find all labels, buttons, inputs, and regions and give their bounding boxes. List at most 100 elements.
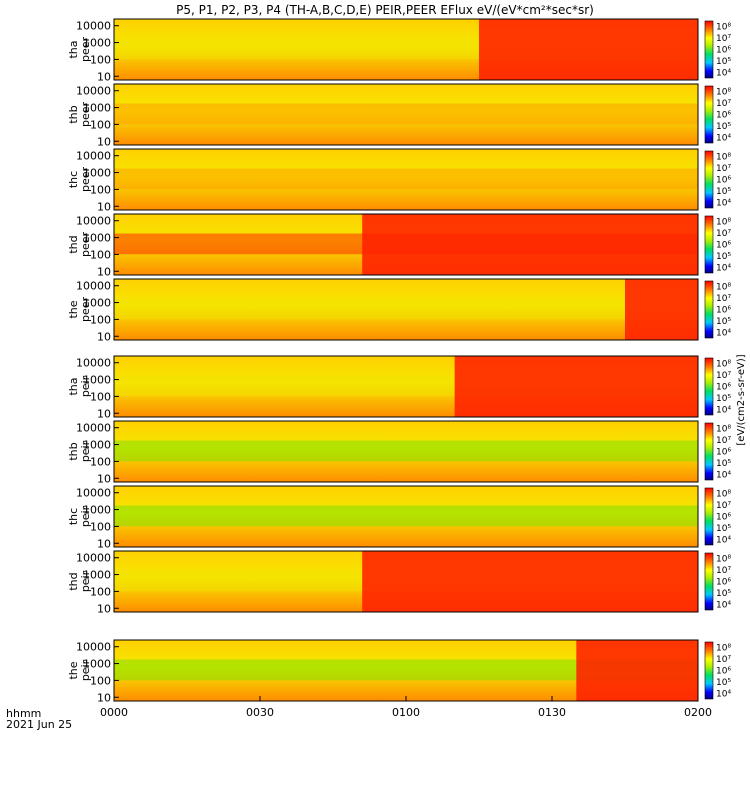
y-tick-label: 10 (97, 691, 111, 704)
x-tick-label: 0200 (684, 706, 712, 719)
panel-label: thcpeir (67, 505, 92, 527)
colorbar-tick-label: 10⁷ (716, 294, 731, 304)
panel-label: thapeir (67, 375, 92, 397)
high-flux-region (479, 19, 698, 80)
y-tick-label: 10 (97, 200, 111, 213)
colorbar-tick-label: 10⁸ (716, 283, 731, 293)
y-tick-label: 100 (90, 390, 111, 403)
flux-band (114, 505, 698, 527)
y-tick-label: 1000 (83, 37, 111, 50)
colorbar-tick-label: 10⁵ (716, 459, 731, 469)
y-tick-label: 100 (90, 674, 111, 687)
colorbar-tick-label: 10⁴ (716, 68, 731, 78)
y-tick-label: 10000 (76, 20, 111, 33)
y-tick-label: 10000 (76, 85, 111, 98)
panel-frame (113, 18, 699, 81)
y-tick-label: 10 (97, 330, 111, 343)
colorbar (704, 422, 714, 481)
chart-title: P5, P1, P2, P3, P4 (TH-A,B,C,D,E) PEIR,P… (176, 3, 594, 17)
y-tick-label: 10 (97, 70, 111, 83)
colorbar-tick-label: 10⁴ (716, 263, 731, 273)
y-tick-label: 100 (90, 183, 111, 196)
colorbar-tick-label: 10⁵ (716, 187, 731, 197)
y-tick-label: 1000 (83, 569, 111, 582)
panel-frame (113, 83, 699, 146)
x-tick-label: 0100 (392, 706, 420, 719)
colorbar-tick-label: 10⁷ (716, 655, 731, 665)
panel-frame (113, 485, 699, 548)
panel-label: thdpeir (67, 570, 92, 592)
colorbar-tick-label: 10⁷ (716, 371, 731, 381)
y-tick-label: 100 (90, 520, 111, 533)
y-tick-label: 10000 (76, 215, 111, 228)
y-tick-label: 1000 (83, 658, 111, 671)
flux-band (114, 659, 698, 681)
colorbar-tick-label: 10⁴ (716, 535, 731, 545)
colorbar-tick-label: 10⁷ (716, 566, 731, 576)
colorbar-tick-label: 10⁷ (716, 99, 731, 109)
panel-label: thbpeir (67, 440, 92, 462)
y-tick-label: 10000 (76, 552, 111, 565)
y-tick-label: 1000 (83, 504, 111, 517)
colorbar-tick-label: 10⁶ (716, 241, 731, 251)
colorbar-tick-label: 10⁶ (716, 111, 731, 121)
flux-band (114, 103, 698, 125)
colorbar-tick-label: 10⁸ (716, 218, 731, 228)
colorbar-tick-label: 10⁵ (716, 317, 731, 327)
colorbar-tick-label: 10⁸ (716, 153, 731, 163)
x-axis-label-line: hhmm (6, 707, 41, 720)
high-flux-region (454, 356, 698, 417)
colorbar-tick-label: 10⁸ (716, 425, 731, 435)
colorbar (704, 552, 714, 611)
colorbar-tick-label: 10⁶ (716, 667, 731, 677)
colorbar-tick-label: 10⁶ (716, 306, 731, 316)
colorbar-tick-label: 10⁴ (716, 133, 731, 143)
y-tick-label: 10 (97, 472, 111, 485)
colorbar-tick-label: 10⁸ (716, 88, 731, 98)
colorbar-tick-label: 10⁷ (716, 436, 731, 446)
colorbar-tick-label: 10⁷ (716, 164, 731, 174)
panel-frame (113, 213, 699, 276)
panel-frame (113, 355, 699, 418)
colorbar-tick-label: 10⁵ (716, 678, 731, 688)
colorbar-tick-label: 10⁴ (716, 405, 731, 415)
colorbar-tick-label: 10⁶ (716, 448, 731, 458)
y-tick-label: 10 (97, 602, 111, 615)
panel-label: thepeir (67, 659, 92, 681)
x-tick-label: 0130 (538, 706, 566, 719)
colorbar-tick-label: 10⁴ (716, 470, 731, 480)
colorbar-tick-label: 10⁶ (716, 176, 731, 186)
colorbar-tick-label: 10⁶ (716, 513, 731, 523)
colorbar-tick-label: 10⁷ (716, 34, 731, 44)
y-tick-label: 100 (90, 313, 111, 326)
y-tick-label: 10000 (76, 487, 111, 500)
colorbar (704, 20, 714, 79)
y-tick-label: 1000 (83, 374, 111, 387)
high-flux-region (625, 279, 698, 340)
colorbar-tick-label: 10⁵ (716, 589, 731, 599)
colorbar-tick-label: 10⁸ (716, 490, 731, 500)
colorbar-tick-label: 10⁶ (716, 383, 731, 393)
y-tick-label: 1000 (83, 102, 111, 115)
y-tick-label: 100 (90, 585, 111, 598)
y-tick-label: 1000 (83, 167, 111, 180)
colorbar-tick-label: 10⁸ (716, 23, 731, 33)
y-tick-label: 10 (97, 135, 111, 148)
colorbar (704, 357, 714, 416)
panel-label: thbpeer (67, 102, 92, 128)
y-tick-label: 100 (90, 455, 111, 468)
panel-frame (113, 420, 699, 483)
colorbar-tick-label: 10⁸ (716, 360, 731, 370)
colorbar-tick-label: 10⁵ (716, 252, 731, 262)
y-tick-label: 10 (97, 265, 111, 278)
panel-label: thcpeer (67, 167, 92, 193)
y-tick-label: 1000 (83, 297, 111, 310)
colorbar-tick-label: 10⁷ (716, 229, 731, 239)
colorbar (704, 487, 714, 546)
panel-frame (113, 278, 699, 341)
